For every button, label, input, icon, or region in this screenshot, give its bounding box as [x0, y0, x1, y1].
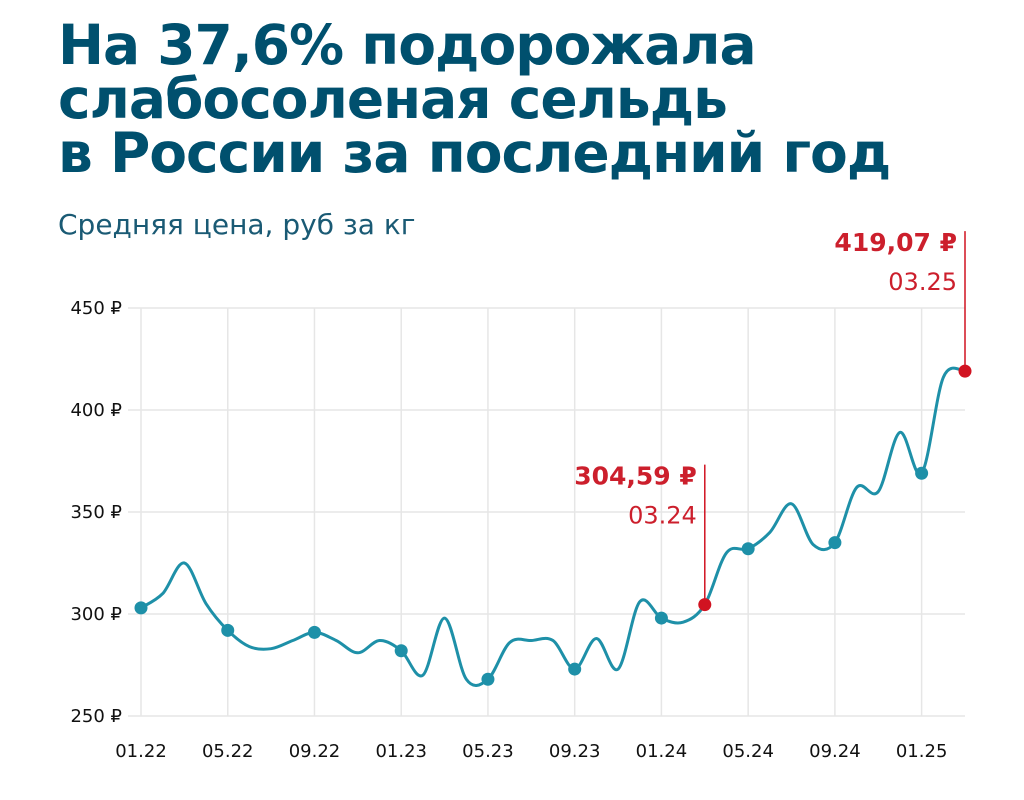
annotation-date: 03.24: [628, 502, 697, 530]
x-axis: 01.22 05.22 09.22 01.23 05.23 09.23 01.24 05.24…: [115, 741, 947, 762]
annotation-date: 03.25: [888, 268, 957, 296]
data-point-marker: [134, 601, 148, 615]
title-line-2: слабосоленая сельдь: [58, 67, 728, 131]
price-line: [139, 366, 967, 687]
y-tick-label: 400 ₽: [70, 400, 122, 421]
data-point-marker: [654, 611, 668, 625]
data-point-marker: [394, 644, 408, 658]
chart-subtitle: Средняя цена, руб за кг: [58, 208, 416, 241]
chart-title: На 37,6% подорожала слабосоленая сельдь …: [58, 13, 1008, 185]
x-tick-label: 05.23: [462, 741, 514, 762]
data-point-marker: [741, 542, 755, 556]
data-point-marker: [568, 662, 582, 676]
y-axis: 250 ₽ 300 ₽ 350 ₽ 400 ₽ 450 ₽: [70, 298, 122, 727]
x-tick-label: 05.24: [722, 741, 774, 762]
data-point-marker: [307, 625, 321, 639]
annotation-lines: [704, 231, 966, 605]
data-point-marker: [915, 466, 929, 480]
x-tick-label: 01.23: [375, 741, 427, 762]
x-tick-label: 09.22: [289, 741, 341, 762]
x-tick-label: 01.22: [115, 741, 167, 762]
y-tick-label: 450 ₽: [70, 298, 122, 319]
x-tick-label: 05.22: [202, 741, 254, 762]
series: [139, 366, 967, 687]
annotation-labels: 304,59 ₽ 03.24 419,07 ₽ 03.25: [574, 228, 957, 530]
y-tick-label: 250 ₽: [70, 706, 122, 727]
y-tick-label: 350 ₽: [70, 502, 122, 523]
annotation-value: 304,59 ₽: [574, 462, 697, 491]
title-line-1: На 37,6% подорожала: [58, 13, 757, 77]
title-line-3: в России за последний год: [58, 121, 891, 185]
data-point-marker: [481, 672, 495, 686]
x-tick-label: 09.23: [549, 741, 601, 762]
x-tick-label: 01.24: [636, 741, 688, 762]
x-tick-label: 01.25: [896, 741, 948, 762]
x-tick-label: 09.24: [809, 741, 861, 762]
annotation-value: 419,07 ₽: [834, 228, 957, 257]
highlight-point: [698, 598, 712, 612]
markers: [134, 364, 972, 686]
y-tick-label: 300 ₽: [70, 604, 122, 625]
grid: [128, 307, 965, 717]
data-point-marker: [828, 536, 842, 550]
highlight-point: [958, 364, 972, 378]
data-point-marker: [221, 623, 235, 637]
